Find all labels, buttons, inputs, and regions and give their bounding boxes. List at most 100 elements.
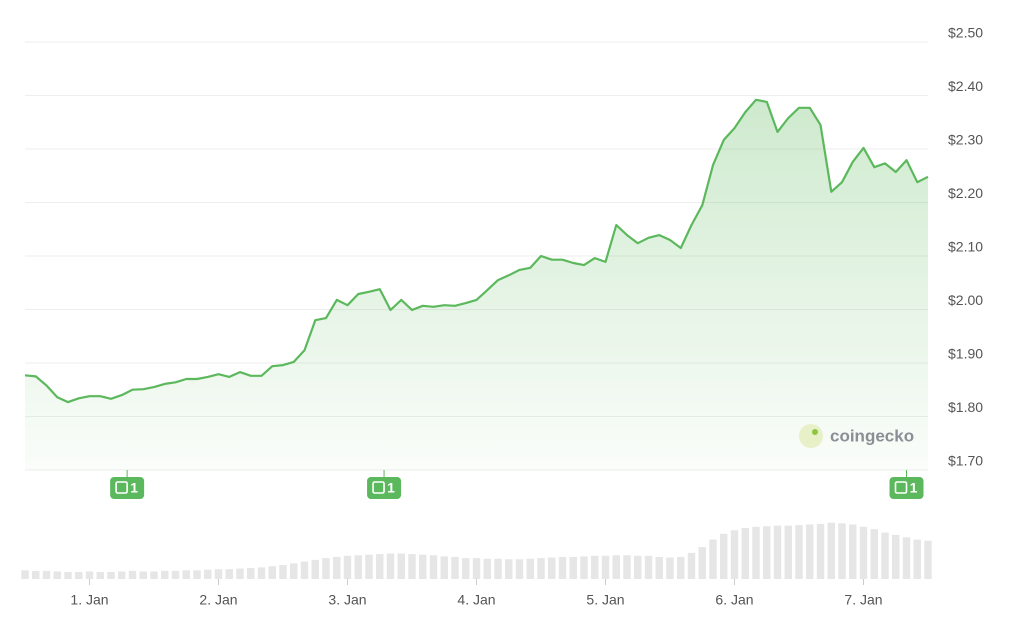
volume-bar bbox=[462, 558, 470, 579]
volume-bar bbox=[118, 571, 126, 579]
y-tick-label: $1.90 bbox=[948, 346, 983, 362]
volume-bar bbox=[182, 570, 190, 579]
logo bbox=[799, 424, 823, 448]
x-tick-label: 5. Jan bbox=[586, 592, 624, 608]
x-tick-label: 7. Jan bbox=[844, 592, 882, 608]
volume-bar bbox=[806, 524, 814, 579]
volume-bar bbox=[838, 523, 846, 579]
news-icon bbox=[372, 481, 385, 494]
volume-bar bbox=[300, 561, 309, 579]
volume-bar bbox=[580, 556, 588, 579]
y-tick-label: $2.10 bbox=[948, 239, 983, 255]
y-tick-label: $2.30 bbox=[948, 132, 983, 148]
y-tick-label: $2.40 bbox=[948, 78, 983, 94]
news-count: 1 bbox=[130, 480, 138, 496]
y-tick-label: $1.70 bbox=[948, 453, 983, 469]
volume-bar bbox=[752, 526, 760, 579]
volume-bar bbox=[214, 569, 223, 579]
volume-bar bbox=[784, 525, 792, 579]
volume-bar bbox=[193, 570, 201, 579]
volume-bar bbox=[494, 558, 502, 579]
volume-bar bbox=[53, 571, 61, 579]
news-badge[interactable]: 1 bbox=[889, 470, 924, 499]
volume-bar bbox=[75, 572, 83, 579]
volume-bar bbox=[537, 558, 545, 579]
volume-bar bbox=[924, 540, 932, 579]
volume-bar bbox=[515, 559, 524, 579]
volume-bar bbox=[709, 539, 717, 579]
volume-bar bbox=[107, 572, 115, 579]
news-badge[interactable]: 1 bbox=[367, 470, 402, 499]
volume-bar bbox=[64, 572, 72, 579]
volume-bar bbox=[408, 554, 416, 579]
volume-bar bbox=[870, 529, 878, 579]
volume-bar bbox=[386, 553, 395, 579]
volume-bar bbox=[849, 524, 857, 579]
price-area bbox=[25, 99, 928, 471]
volume-bar bbox=[634, 555, 642, 579]
volume-bar bbox=[311, 559, 319, 579]
volume-bar bbox=[376, 554, 384, 579]
volume-bar bbox=[548, 557, 556, 579]
volume-bar bbox=[687, 552, 696, 579]
news-icon bbox=[894, 481, 908, 494]
news-count: 1 bbox=[387, 480, 395, 496]
volume-bar bbox=[720, 533, 728, 579]
volume-bar bbox=[644, 555, 653, 579]
y-tick-label: $1.80 bbox=[948, 399, 983, 415]
volume-bar bbox=[601, 555, 610, 579]
volume-bar bbox=[526, 558, 534, 579]
volume-bar bbox=[623, 555, 631, 579]
volume-bar bbox=[666, 557, 674, 579]
volume-bar bbox=[902, 537, 911, 579]
volume-bar bbox=[365, 554, 373, 579]
volume-bar bbox=[677, 556, 685, 579]
volume-bar bbox=[268, 566, 276, 579]
volume-bar bbox=[472, 558, 481, 579]
volume-bar bbox=[827, 522, 835, 579]
volume-bar bbox=[440, 556, 448, 579]
volume-bar bbox=[247, 567, 255, 579]
volume-bar bbox=[655, 556, 663, 579]
volume-bar bbox=[85, 571, 94, 579]
y-tick-label: $2.00 bbox=[948, 292, 983, 308]
x-tick-label: 6. Jan bbox=[715, 592, 753, 608]
volume-bar bbox=[279, 565, 287, 579]
volume-bar bbox=[322, 558, 330, 579]
volume-bar bbox=[419, 554, 427, 579]
volume-bar bbox=[139, 571, 147, 579]
volume-bar bbox=[354, 555, 362, 579]
y-tick-label: $2.50 bbox=[948, 25, 983, 41]
volume-bar bbox=[763, 526, 771, 579]
volume-bar bbox=[171, 570, 180, 579]
volume-bar bbox=[773, 525, 782, 579]
x-tick-label: 3. Jan bbox=[328, 592, 366, 608]
volume-bar bbox=[236, 568, 244, 579]
volume-bar bbox=[257, 567, 266, 579]
x-tick-label: 4. Jan bbox=[457, 592, 495, 608]
logo-eye bbox=[812, 429, 818, 435]
x-tick-label: 2. Jan bbox=[199, 592, 237, 608]
volume-bar bbox=[32, 570, 40, 579]
volume-bar bbox=[451, 556, 459, 579]
volume-bar bbox=[161, 570, 169, 579]
volume-bar bbox=[128, 570, 137, 579]
volume-bar bbox=[343, 555, 352, 579]
volume-bar bbox=[612, 555, 620, 579]
volume-bar bbox=[290, 563, 298, 579]
news-icon bbox=[115, 481, 128, 494]
volume-bar bbox=[429, 555, 438, 579]
volume-bar bbox=[730, 530, 739, 579]
watermark: coingecko bbox=[830, 426, 914, 445]
volume-bar bbox=[225, 569, 233, 579]
volume-bar bbox=[397, 553, 405, 579]
news-badge[interactable]: 1 bbox=[110, 470, 145, 499]
volume-bar bbox=[150, 571, 158, 579]
news-count: 1 bbox=[910, 480, 918, 496]
volume-bar bbox=[333, 556, 341, 579]
volume-bar bbox=[505, 559, 513, 579]
y-tick-label: $2.20 bbox=[948, 185, 983, 201]
volume-bar bbox=[741, 527, 749, 579]
x-tick-label: 1. Jan bbox=[70, 592, 108, 608]
